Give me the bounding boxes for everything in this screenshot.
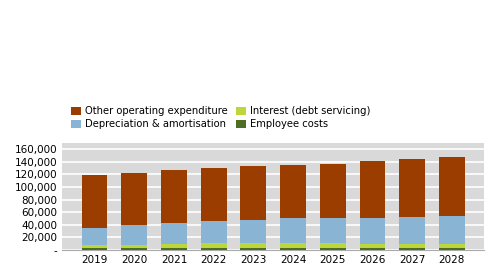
Legend: Other operating expenditure, Depreciation & amortisation, Interest (debt servici: Other operating expenditure, Depreciatio…: [67, 102, 375, 133]
Bar: [241, 220, 266, 243]
Bar: [82, 228, 107, 245]
Bar: [439, 244, 465, 248]
Bar: [399, 159, 425, 217]
Bar: [201, 248, 227, 250]
Bar: [82, 176, 107, 228]
Bar: [280, 218, 306, 243]
Bar: [399, 217, 425, 244]
Bar: [161, 244, 187, 248]
Bar: [241, 243, 266, 248]
Bar: [439, 216, 465, 244]
Bar: [280, 243, 306, 248]
Bar: [360, 218, 385, 244]
Bar: [121, 245, 147, 248]
Bar: [439, 248, 465, 250]
Bar: [399, 244, 425, 248]
Bar: [121, 173, 147, 225]
Bar: [201, 244, 227, 248]
Bar: [241, 248, 266, 250]
Bar: [320, 218, 346, 244]
Bar: [82, 245, 107, 248]
Bar: [360, 161, 385, 218]
Bar: [161, 248, 187, 250]
Bar: [320, 248, 346, 250]
Bar: [82, 248, 107, 250]
Bar: [439, 157, 465, 216]
Bar: [280, 248, 306, 250]
Bar: [201, 168, 227, 221]
Bar: [360, 248, 385, 250]
Bar: [280, 165, 306, 218]
Bar: [320, 164, 346, 218]
Bar: [241, 166, 266, 220]
Bar: [161, 171, 187, 223]
Bar: [399, 248, 425, 250]
Bar: [161, 223, 187, 244]
Bar: [121, 225, 147, 245]
Bar: [360, 244, 385, 248]
Bar: [201, 221, 227, 244]
Bar: [121, 248, 147, 250]
Bar: [320, 244, 346, 248]
